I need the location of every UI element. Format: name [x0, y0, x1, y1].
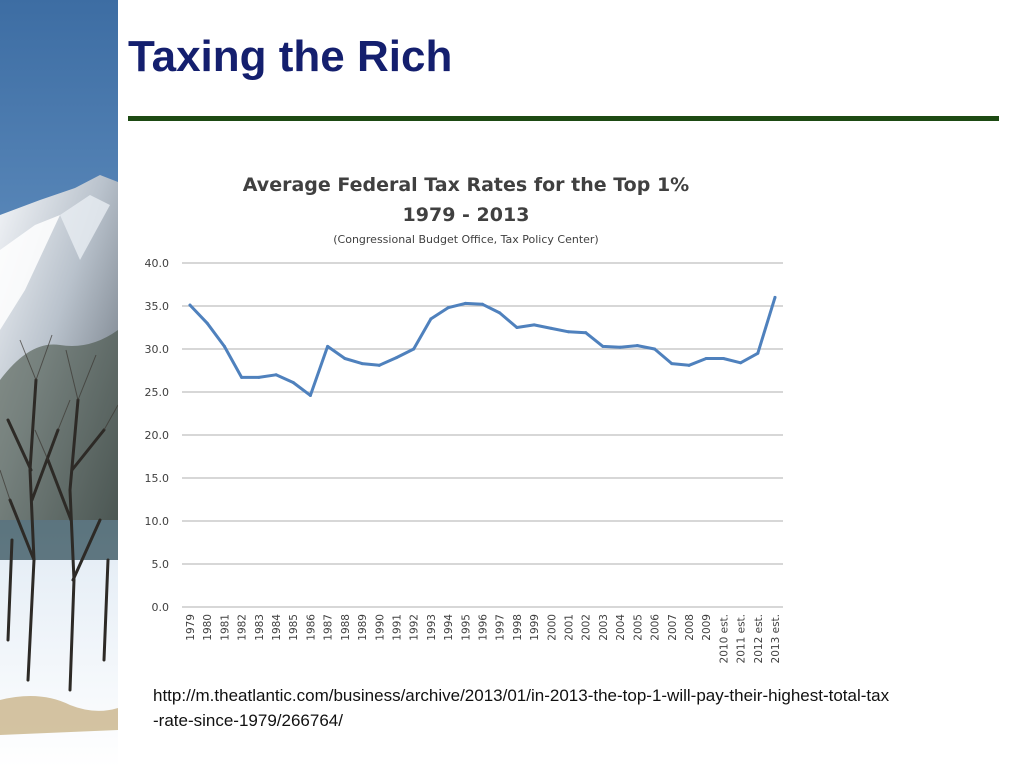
data-point — [670, 362, 674, 366]
x-tick-label: 1985 — [288, 614, 300, 641]
data-point — [704, 356, 708, 360]
data-point — [429, 317, 433, 321]
data-point — [308, 393, 312, 397]
data-point — [326, 344, 330, 348]
data-point — [567, 330, 571, 334]
data-point — [274, 373, 278, 377]
x-tick-label: 1989 — [357, 614, 369, 641]
data-point — [394, 356, 398, 360]
x-tick-label: 2010 est. — [718, 614, 730, 663]
data-point — [773, 295, 777, 299]
x-tick-label: 1992 — [409, 614, 421, 641]
x-tick-label: 2007 — [667, 614, 679, 641]
x-tick-label: 1984 — [271, 614, 283, 641]
y-tick-label: 0.0 — [152, 601, 170, 614]
data-point — [188, 303, 192, 307]
y-tick-label: 20.0 — [145, 429, 170, 442]
x-tick-label: 2001 — [564, 614, 576, 641]
x-tick-label: 2002 — [581, 614, 593, 641]
data-point — [687, 363, 691, 367]
data-point — [463, 301, 467, 305]
title-divider — [128, 116, 999, 121]
data-point — [222, 344, 226, 348]
data-point — [343, 356, 347, 360]
y-axis-ticks: 0.0 5.0 10.0 15.0 20.0 25.0 30.0 35.0 40.0 — [145, 257, 170, 614]
data-point — [739, 361, 743, 365]
data-point — [205, 321, 209, 325]
x-axis-ticks: 1979 1980 1981 1982 1983 1984 1985 1986 1987 1988… — [185, 614, 782, 664]
winter-landscape-photo — [0, 0, 118, 768]
data-point — [601, 344, 605, 348]
y-tick-label: 25.0 — [145, 386, 170, 399]
x-tick-label: 2011 est. — [736, 614, 748, 663]
y-tick-label: 40.0 — [145, 257, 170, 270]
slide-title: Taxing the Rich — [128, 32, 453, 81]
data-point — [498, 311, 502, 315]
x-tick-label: 1980 — [202, 614, 214, 641]
x-tick-label: 1987 — [323, 614, 335, 641]
x-tick-label: 1999 — [529, 614, 541, 641]
x-tick-label: 2013 est. — [770, 614, 782, 663]
series-line — [188, 295, 777, 397]
x-tick-label: 1981 — [219, 614, 231, 641]
x-tick-label: 2003 — [598, 614, 610, 641]
data-point — [549, 326, 553, 330]
data-point — [377, 363, 381, 367]
y-tick-label: 35.0 — [145, 300, 170, 313]
data-point — [515, 326, 519, 329]
data-point — [756, 351, 760, 355]
chart-series — [188, 295, 777, 397]
y-tick-label: 30.0 — [145, 343, 170, 356]
x-tick-label: 1979 — [185, 614, 197, 641]
x-tick-label: 2004 — [615, 614, 627, 641]
y-tick-label: 15.0 — [145, 472, 170, 485]
x-tick-label: 1988 — [340, 614, 352, 641]
data-point — [721, 356, 725, 360]
data-point — [412, 347, 416, 351]
x-tick-label: 2012 est. — [753, 614, 765, 663]
data-point — [584, 331, 588, 335]
x-tick-label: 1993 — [426, 614, 438, 641]
x-tick-label: 1998 — [512, 614, 524, 641]
chart-gridlines — [182, 262, 783, 608]
x-tick-label: 1995 — [460, 614, 472, 641]
data-point — [635, 344, 639, 348]
x-tick-label: 1991 — [391, 614, 403, 641]
x-tick-label: 1990 — [374, 614, 386, 641]
x-tick-label: 1986 — [305, 614, 317, 641]
x-tick-label: 2006 — [650, 614, 662, 641]
x-tick-label: 1997 — [495, 614, 507, 641]
x-tick-label: 1994 — [443, 614, 455, 641]
chart-subtitle: 1979 - 2013 — [403, 204, 530, 226]
y-tick-label: 10.0 — [145, 515, 170, 528]
data-point — [240, 375, 244, 379]
x-tick-label: 2009 — [701, 614, 713, 641]
x-tick-label: 2000 — [546, 614, 558, 641]
x-tick-label: 1996 — [478, 614, 490, 641]
x-tick-label: 1983 — [254, 614, 266, 641]
tax-rate-chart: Average Federal Tax Rates for the Top 1%… — [145, 174, 783, 664]
data-point — [481, 302, 484, 306]
x-tick-label: 2008 — [684, 614, 696, 641]
chart-source-note: (Congressional Budget Office, Tax Policy… — [333, 233, 598, 246]
source-url: http://m.theatlantic.com/business/archiv… — [153, 686, 890, 730]
chart-title: Average Federal Tax Rates for the Top 1% — [243, 174, 689, 196]
data-point — [653, 347, 657, 351]
data-point — [360, 362, 364, 366]
x-tick-label: 1982 — [237, 614, 249, 641]
data-point — [618, 345, 622, 349]
y-tick-label: 5.0 — [152, 558, 170, 571]
data-point — [446, 306, 450, 310]
data-point — [257, 375, 261, 379]
data-point — [291, 381, 295, 385]
data-point — [532, 323, 536, 327]
x-tick-label: 2005 — [632, 614, 644, 641]
